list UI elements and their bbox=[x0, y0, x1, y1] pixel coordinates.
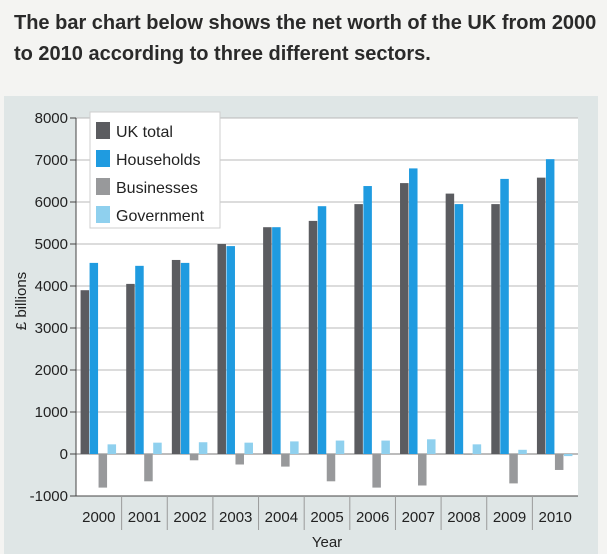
bar-uk-total-2001 bbox=[126, 283, 135, 454]
bar-households-2010 bbox=[545, 159, 555, 454]
y-tick-label: 7000 bbox=[35, 152, 68, 169]
x-tick-label: 2004 bbox=[265, 509, 298, 526]
x-tick-label: 2010 bbox=[538, 509, 571, 526]
x-tick-label: 2006 bbox=[356, 509, 389, 526]
bar-households-2003 bbox=[226, 246, 235, 454]
bar-government-2001 bbox=[153, 442, 162, 454]
bar-households-2008 bbox=[454, 204, 464, 454]
bar-businesses-2009 bbox=[509, 454, 518, 484]
bar-households-2004 bbox=[272, 227, 281, 454]
legend-swatch bbox=[96, 150, 110, 167]
bar-households-2001 bbox=[135, 265, 144, 454]
bar-uk-total-2010 bbox=[536, 177, 546, 454]
x-tick-label: 2003 bbox=[219, 509, 252, 526]
bar-households-2000 bbox=[89, 262, 99, 454]
bar-businesses-2008 bbox=[463, 454, 473, 455]
y-tick-label: -1000 bbox=[30, 488, 68, 505]
bar-businesses-2001 bbox=[144, 454, 153, 482]
y-tick-label: 2000 bbox=[35, 362, 68, 379]
bar-chart: -1000 0 1000 2000 3000 4000 5000 6000 7000 8000 20… bbox=[13, 110, 578, 551]
bar-businesses-2002 bbox=[189, 454, 199, 461]
x-tick-label: 2001 bbox=[128, 509, 161, 526]
bar-households-2006 bbox=[363, 186, 372, 454]
x-tick-label: 2008 bbox=[447, 509, 480, 526]
bar-businesses-2003 bbox=[235, 454, 244, 465]
bar-uk-total-2000 bbox=[80, 290, 90, 454]
legend-label: Businesses bbox=[116, 180, 198, 197]
x-tick-label: 2005 bbox=[310, 509, 343, 526]
bar-government-2010 bbox=[563, 454, 573, 457]
x-tick-label: 2007 bbox=[402, 509, 435, 526]
bar-uk-total-2003 bbox=[217, 244, 226, 454]
bar-government-2004 bbox=[290, 441, 299, 454]
y-axis-title: £ billions bbox=[13, 272, 30, 330]
legend-label: Government bbox=[116, 208, 205, 225]
bar-government-2002 bbox=[198, 442, 208, 454]
bar-businesses-2006 bbox=[372, 454, 381, 488]
bar-businesses-2004 bbox=[281, 454, 290, 467]
bar-government-2007 bbox=[427, 439, 436, 454]
legend-swatch bbox=[96, 178, 110, 195]
legend-label: UK total bbox=[116, 124, 173, 141]
legend: UK total Households Businesses Government bbox=[89, 111, 221, 229]
y-tick-label: 5000 bbox=[35, 236, 68, 253]
chart-caption: The bar chart below shows the net worth … bbox=[14, 12, 597, 65]
bar-households-2007 bbox=[409, 168, 418, 454]
chart-panel: -1000 0 1000 2000 3000 4000 5000 6000 7000 8000 20… bbox=[4, 96, 598, 554]
bar-uk-total-2006 bbox=[354, 204, 363, 454]
legend-swatch bbox=[96, 206, 110, 223]
y-tick-label: 0 bbox=[60, 446, 68, 463]
bar-government-2008 bbox=[472, 444, 482, 454]
bar-uk-total-2005 bbox=[308, 220, 318, 454]
bar-uk-total-2007 bbox=[400, 183, 409, 454]
bar-households-2002 bbox=[180, 262, 190, 454]
bar-households-2009 bbox=[500, 178, 509, 454]
bars bbox=[80, 159, 573, 488]
x-axis-title: Year bbox=[312, 534, 342, 551]
x-tick-label: 2009 bbox=[493, 509, 526, 526]
bar-uk-total-2004 bbox=[263, 227, 272, 454]
bar-businesses-2010 bbox=[554, 454, 564, 470]
legend-label: Households bbox=[116, 152, 201, 169]
bar-businesses-2000 bbox=[98, 454, 108, 488]
axes: -1000 0 1000 2000 3000 4000 5000 6000 7000 8000 20… bbox=[13, 110, 578, 551]
bar-households-2005 bbox=[317, 206, 327, 454]
y-tick-label: 6000 bbox=[35, 194, 68, 211]
bar-government-2000 bbox=[107, 444, 117, 454]
legend-swatch bbox=[96, 122, 110, 139]
bar-uk-total-2002 bbox=[171, 259, 181, 454]
bar-government-2006 bbox=[381, 440, 390, 454]
bar-government-2005 bbox=[335, 440, 345, 454]
bar-uk-total-2008 bbox=[445, 193, 455, 454]
y-tick-label: 1000 bbox=[35, 404, 68, 421]
y-tick-label: 3000 bbox=[35, 320, 68, 337]
y-tick-label: 8000 bbox=[35, 110, 68, 127]
x-tick-label: 2000 bbox=[82, 509, 115, 526]
y-tick-label: 4000 bbox=[35, 278, 68, 295]
bar-government-2003 bbox=[244, 442, 253, 454]
bar-businesses-2007 bbox=[418, 454, 427, 486]
bar-uk-total-2009 bbox=[491, 204, 500, 454]
legend-box bbox=[89, 111, 221, 229]
x-tick-label: 2002 bbox=[173, 509, 206, 526]
bar-government-2009 bbox=[518, 449, 527, 454]
bar-businesses-2005 bbox=[326, 454, 336, 482]
